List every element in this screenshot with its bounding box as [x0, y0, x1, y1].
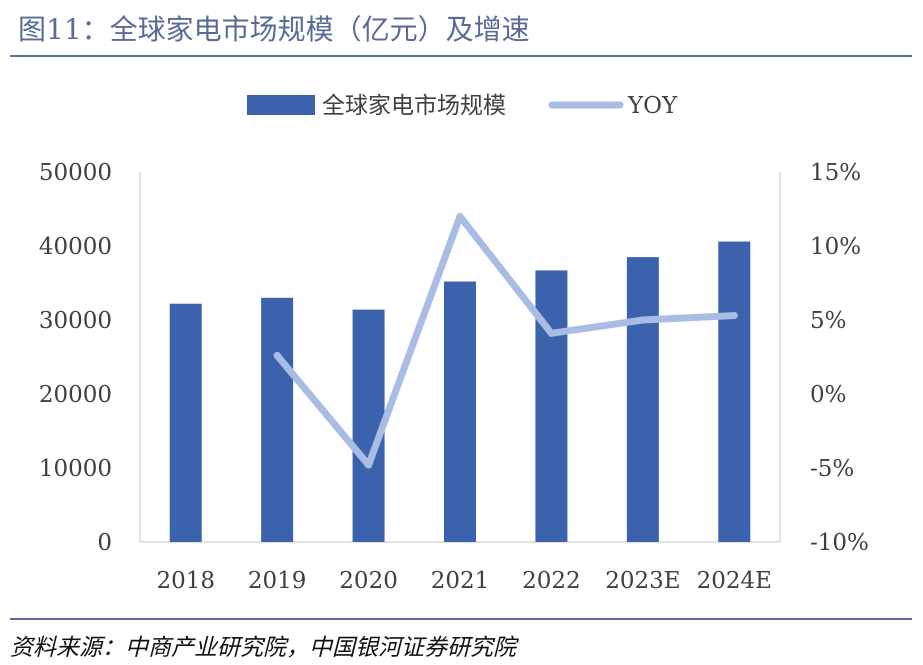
legend-bar-swatch: [247, 95, 315, 115]
left-y-tick-label: 10000: [39, 456, 112, 482]
chart: 全球家电市场规模 YOY 2018 2019 2020 2021 2022 2023E 202…: [39, 93, 869, 594]
left-y-tick-label: 50000: [39, 160, 112, 186]
yoy-point-2020: [365, 461, 373, 469]
yoy-line: [273, 212, 738, 469]
bar-2023E: [626, 257, 659, 542]
bar-2024E: [718, 241, 751, 542]
x-tick-label: 2020: [339, 568, 398, 594]
bar-2019: [261, 297, 294, 542]
right-y-tick-label: 5%: [810, 308, 847, 334]
left-y-tick-label: 20000: [39, 382, 112, 408]
x-tick-label: 2024E: [697, 568, 772, 594]
x-axis-labels: 2018 2019 2020 2021 2022 2023E 2024E: [156, 568, 772, 594]
figure-title: 图11：全球家电市场规模（亿元）及增速: [18, 13, 530, 46]
legend-line-label: YOY: [627, 93, 678, 119]
yoy-point-2021: [456, 212, 464, 220]
x-tick-label: 2022: [522, 568, 581, 594]
x-tick-label: 2021: [431, 568, 490, 594]
x-tick-label: 2018: [156, 568, 215, 594]
yoy-point-2019: [273, 352, 281, 360]
right-y-tick-label: 15%: [810, 160, 861, 186]
bar-2018: [169, 303, 202, 542]
x-tick-label: 2019: [248, 568, 307, 594]
right-y-tick-label: -10%: [810, 530, 869, 556]
bar-2020: [352, 309, 385, 542]
yoy-point-2022: [547, 329, 555, 337]
x-tick-label: 2023E: [605, 568, 680, 594]
bar-2022: [535, 270, 568, 542]
yoy-point-2024E: [730, 312, 738, 320]
left-y-tick-label: 30000: [39, 308, 112, 334]
left-y-axis-labels: 0 10000 20000 30000 40000 50000: [39, 160, 112, 556]
title-divider: [10, 55, 912, 57]
right-y-axis-labels: -10% -5% 0% 5% 10% 15%: [810, 160, 869, 556]
legend-bar-label: 全球家电市场规模: [322, 93, 506, 119]
yoy-point-2023E: [639, 316, 647, 324]
footer-divider: [10, 618, 912, 620]
right-y-tick-label: 10%: [810, 234, 861, 260]
yoy-line-series: [273, 212, 738, 469]
bar-series: [169, 241, 751, 542]
left-y-tick-label: 0: [97, 530, 112, 556]
left-y-tick-label: 40000: [39, 234, 112, 260]
source-note: 资料来源：中商产业研究院，中国银河证券研究院: [10, 635, 516, 661]
right-y-tick-label: 0%: [810, 382, 847, 408]
bar-2021: [444, 281, 476, 542]
legend: 全球家电市场规模 YOY: [247, 93, 678, 119]
right-y-tick-label: -5%: [810, 456, 854, 482]
